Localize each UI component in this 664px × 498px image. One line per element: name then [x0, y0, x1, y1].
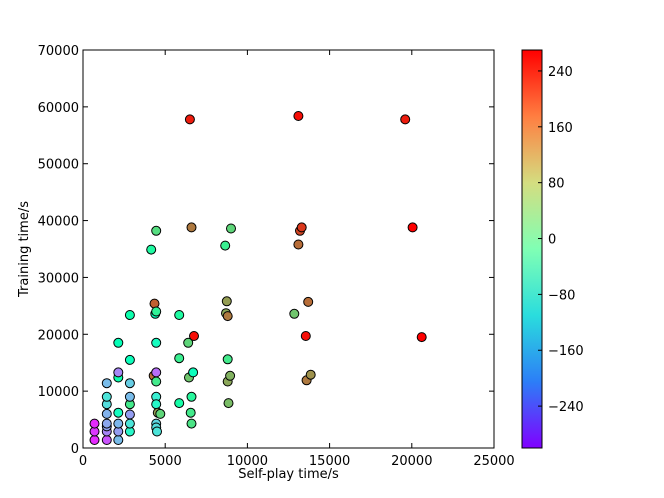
data-point: [113, 337, 124, 348]
data-point: [300, 331, 311, 341]
data-points: [89, 111, 427, 445]
data-point: [124, 378, 135, 389]
data-point: [101, 408, 112, 419]
data-point: [151, 376, 162, 387]
data-point: [186, 222, 197, 233]
y-tick-label: 30000: [38, 271, 79, 286]
x-tick-label: 5000: [149, 454, 182, 469]
y-axis-label: Training time/s: [17, 201, 32, 298]
data-point: [183, 337, 194, 348]
data-point: [124, 354, 135, 365]
data-point: [221, 296, 232, 307]
x-tick-label: 20000: [391, 454, 432, 469]
data-point: [189, 331, 199, 341]
data-point: [113, 407, 124, 418]
data-point: [223, 398, 234, 409]
data-point: [101, 378, 112, 389]
data-point: [222, 311, 233, 322]
data-point: [151, 399, 162, 410]
x-tick-label: 0: [79, 454, 87, 469]
data-point: [186, 418, 197, 429]
y-tick-label: 70000: [38, 44, 79, 59]
data-point: [113, 367, 124, 378]
colorbar-tick-label: 160: [548, 121, 573, 136]
colorbar-ticks: −240 −160 −80 0 80 160 240: [538, 65, 584, 415]
data-point: [151, 337, 162, 348]
data-point: [174, 353, 185, 364]
data-point: [174, 310, 185, 320]
x-tick-label: 25000: [473, 454, 514, 469]
data-point: [293, 239, 304, 250]
data-point: [89, 435, 100, 445]
data-point: [101, 435, 112, 445]
data-point: [174, 398, 185, 409]
colorbar-tick-label: −160: [548, 344, 584, 359]
x-tick-label: 10000: [227, 454, 268, 469]
y-tick-label: 20000: [38, 328, 79, 343]
data-point: [101, 418, 112, 429]
y-tick-label: 10000: [38, 385, 79, 400]
colorbar-tick-label: −240: [548, 400, 584, 415]
colorbar-tick-label: 80: [548, 177, 565, 192]
data-point: [407, 222, 418, 233]
data-point: [155, 408, 166, 419]
x-tick-label: 15000: [309, 454, 350, 469]
data-point: [124, 310, 135, 320]
data-point: [303, 296, 314, 307]
colorbar-tick-label: −80: [548, 288, 575, 303]
data-point: [400, 114, 411, 125]
data-point: [184, 114, 195, 125]
y-tick-label: 50000: [38, 158, 79, 173]
data-point: [185, 407, 196, 418]
data-point: [222, 354, 233, 365]
data-point: [305, 369, 316, 380]
data-point: [225, 370, 236, 381]
data-point: [146, 244, 157, 255]
data-point: [152, 426, 162, 437]
data-point: [151, 306, 162, 317]
y-axis-ticks: 0 10000 20000 30000 40000 50000 60000 70000: [38, 44, 494, 457]
data-point: [124, 409, 135, 420]
data-point: [89, 418, 100, 429]
data-point: [293, 111, 304, 121]
data-point: [124, 391, 135, 402]
data-point: [113, 418, 124, 429]
data-point: [289, 308, 300, 319]
data-point: [151, 367, 162, 378]
data-point: [296, 222, 307, 233]
y-tick-label: 0: [71, 442, 79, 457]
x-axis-label: Self-play time/s: [238, 467, 339, 482]
data-point: [188, 367, 199, 378]
plot-frame: [82, 49, 495, 449]
data-point: [101, 391, 112, 402]
data-point: [186, 391, 197, 402]
colorbar-tick-label: 240: [548, 65, 573, 80]
data-point: [226, 223, 236, 234]
data-point: [220, 240, 231, 251]
data-point: [416, 332, 427, 343]
colorbar-tick-label: 0: [548, 233, 556, 248]
x-axis-ticks: 0 5000 10000 15000 20000 25000: [79, 50, 515, 469]
data-point: [124, 418, 135, 429]
data-point: [113, 435, 124, 445]
y-tick-label: 40000: [38, 215, 79, 230]
colorbar: [521, 49, 543, 449]
data-point: [151, 225, 162, 236]
y-tick-label: 60000: [38, 101, 79, 116]
